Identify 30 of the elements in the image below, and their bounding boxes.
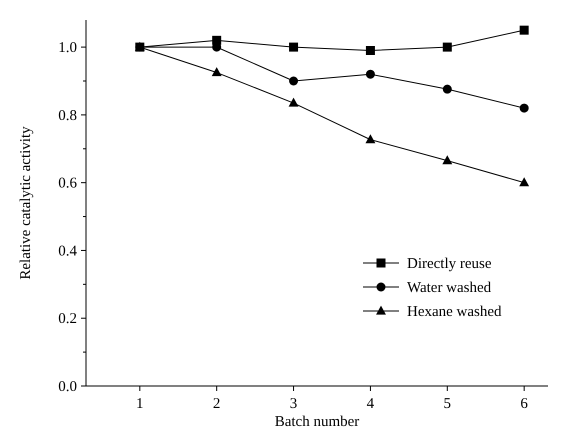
point xyxy=(366,46,375,55)
point xyxy=(366,70,375,79)
x-tick-label: 1 xyxy=(136,396,144,412)
legend-label: Water washed xyxy=(407,280,492,296)
point xyxy=(288,98,299,107)
y-tick-label: 0.6 xyxy=(58,176,78,192)
point xyxy=(442,42,452,52)
x-tick-label: 4 xyxy=(366,396,375,412)
legend-label: Hexane washed xyxy=(407,304,502,320)
x-tick-label: 5 xyxy=(444,396,452,412)
x-tick-label: 6 xyxy=(520,396,528,412)
point xyxy=(520,104,529,113)
y-tick-label: 0.2 xyxy=(58,311,77,328)
point xyxy=(365,134,376,144)
point xyxy=(289,76,298,86)
point xyxy=(212,67,222,76)
legend-label: Directly reuse xyxy=(407,256,492,272)
point xyxy=(289,42,298,52)
y-tick-label: 0.8 xyxy=(58,108,77,124)
x-tick-label: 3 xyxy=(290,396,298,412)
x-tick-label: 2 xyxy=(212,396,220,412)
point xyxy=(442,155,452,164)
y-tick-label: 1.0 xyxy=(58,40,77,56)
x-axis-title: Batch number xyxy=(274,414,360,430)
y-tick-label: 0.0 xyxy=(58,379,77,395)
point xyxy=(519,177,530,186)
y-axis-title: Relative catalytic activity xyxy=(18,126,34,280)
y-tick-label: 0.4 xyxy=(58,243,78,260)
point xyxy=(520,26,529,35)
point xyxy=(442,84,452,94)
